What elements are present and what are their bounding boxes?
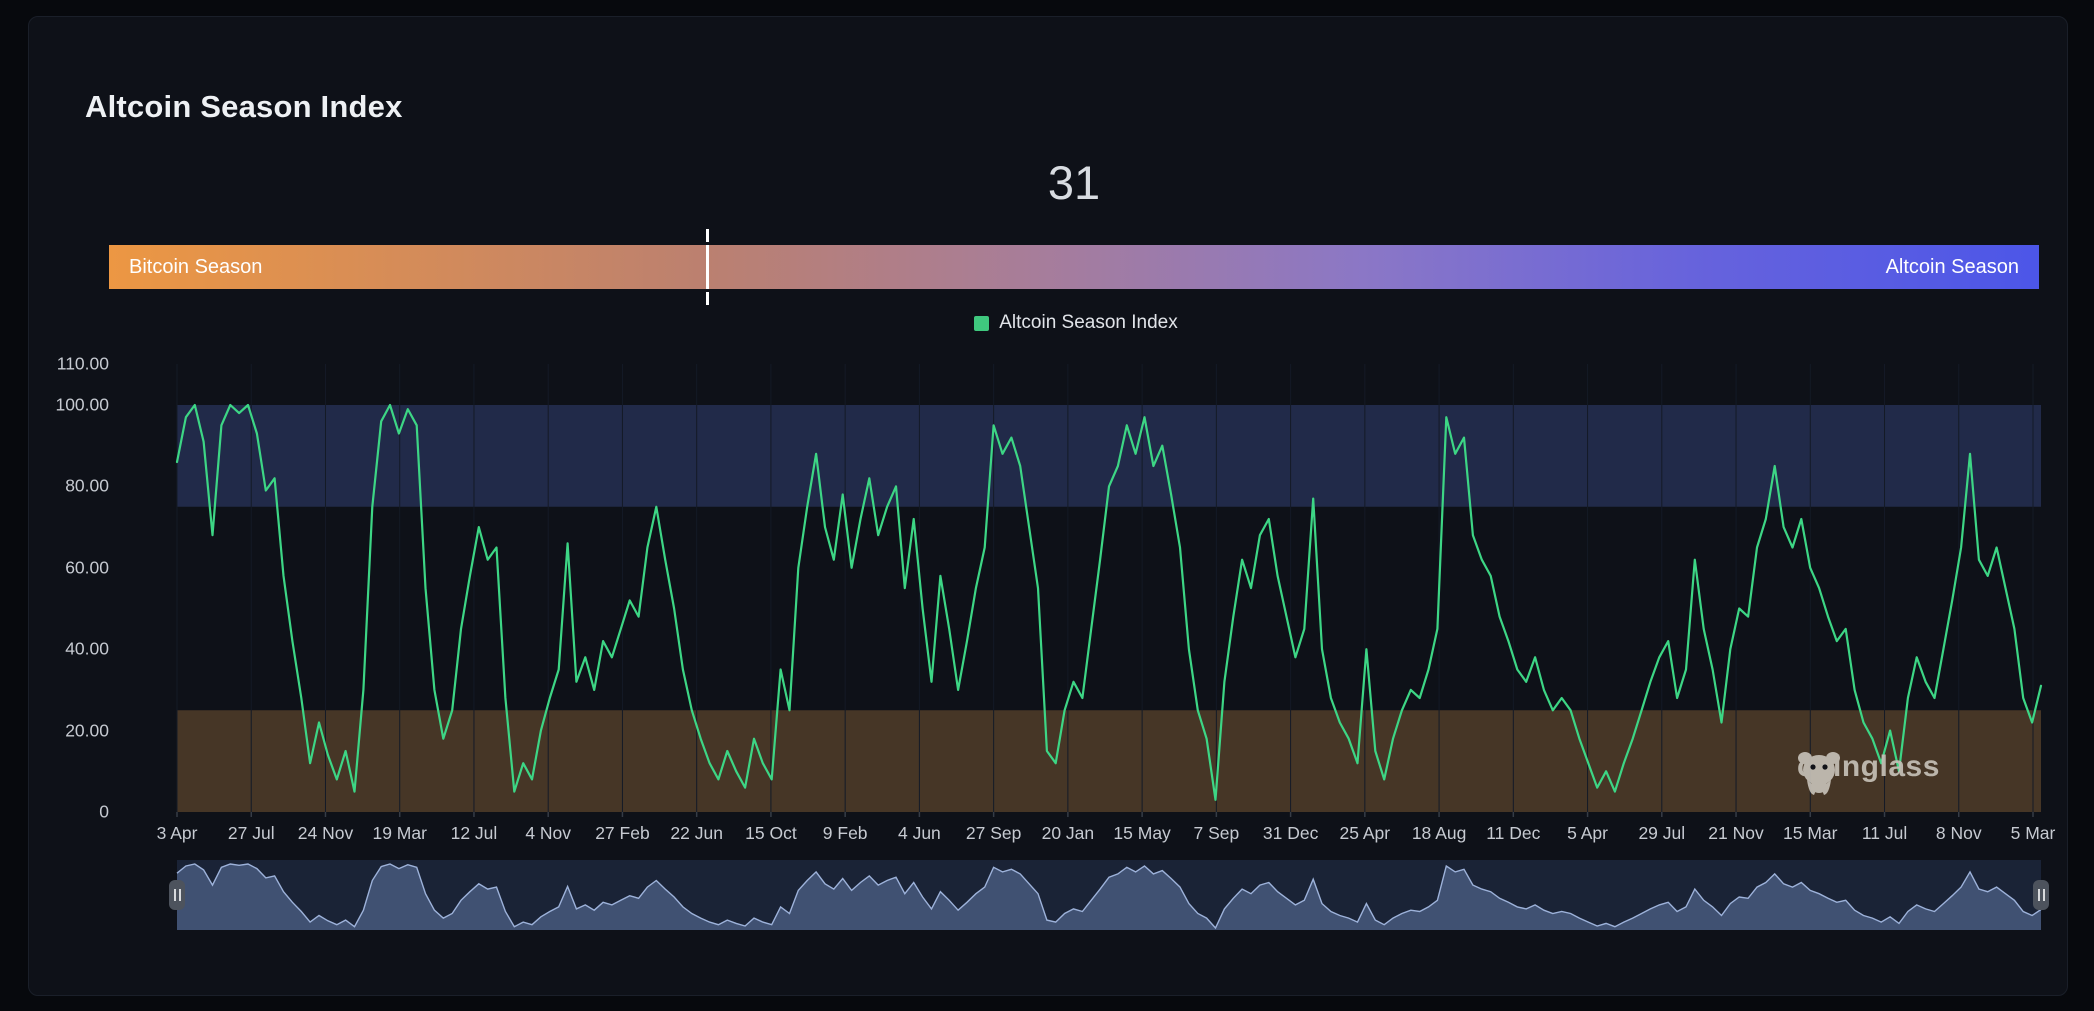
legend-label[interactable]: Altcoin Season Index — [999, 312, 1178, 333]
y-axis-label: 0 — [99, 801, 109, 822]
x-axis-label: 8 Nov — [1935, 823, 1982, 843]
x-axis-label: 5 Mar — [2010, 823, 2056, 843]
coinglass-logo-icon — [1798, 752, 1840, 795]
index-current-value: 31 — [1047, 156, 1101, 209]
x-axis-label: 27 Feb — [595, 823, 650, 843]
y-axis-label: 20.00 — [65, 720, 109, 741]
y-axis-label: 100.00 — [55, 394, 109, 415]
marker-line — [705, 245, 709, 289]
coinglass-watermark: coinglass — [1797, 750, 1940, 795]
navigator-right-handle[interactable] — [2033, 880, 2049, 910]
navigator-left-handle[interactable] — [169, 880, 185, 910]
marker-dash-top — [705, 229, 709, 242]
legend-swatch-icon — [974, 315, 990, 331]
x-axis-label: 4 Nov — [525, 823, 572, 843]
x-axis-label: 18 Aug — [1411, 823, 1467, 843]
x-axis-label: 11 Jul — [1861, 823, 1908, 843]
page-title: Altcoin Season Index — [85, 89, 403, 124]
y-axis-label: 110.00 — [56, 353, 109, 374]
y-axis-label: 60.00 — [65, 557, 109, 578]
chart-legend: Altcoin Season Index — [29, 312, 2094, 334]
chart-plot-area[interactable] — [29, 17, 2094, 1011]
x-axis-label: 22 Jun — [670, 823, 723, 843]
x-axis-label: 4 Jun — [897, 823, 941, 843]
index-value-marker — [705, 229, 709, 305]
x-axis-label: 24 Nov — [297, 823, 354, 843]
x-axis-label: 7 Sep — [1193, 823, 1240, 843]
x-axis-label: 11 Dec — [1486, 823, 1541, 843]
navigator-mini-chart[interactable] — [29, 17, 2094, 1011]
x-axis-label: 27 Jul — [227, 823, 275, 843]
x-axis-label: 27 Sep — [965, 823, 1022, 843]
season-band — [177, 710, 2041, 812]
marker-dash-bottom — [705, 292, 709, 305]
y-axis-label: 80.00 — [65, 475, 109, 496]
bitcoin-season-label: Bitcoin Season — [129, 255, 263, 278]
navigator-line — [176, 863, 2042, 930]
x-axis-label: 31 Dec — [1262, 823, 1319, 843]
x-axis-label: 15 Mar — [1783, 823, 1838, 843]
x-axis-label: 12 Jul — [450, 823, 498, 843]
y-axis-label: 40.00 — [65, 638, 109, 659]
chart-panel: Altcoin Season Index 31 Bitcoin Season A… — [28, 16, 2068, 996]
navigator-area — [177, 864, 2041, 930]
x-axis-label: 15 Oct — [745, 823, 797, 843]
index-series-line — [175, 403, 2043, 801]
altcoin-season-label: Altcoin Season — [1885, 255, 2019, 278]
x-axis-label: 15 May — [1113, 823, 1171, 843]
x-axis-label: 20 Jan — [1041, 823, 1095, 843]
x-axis-label: 21 Nov — [1708, 823, 1764, 843]
x-axis-label: 3 Apr — [156, 823, 198, 843]
x-axis-label: 9 Feb — [822, 823, 868, 843]
x-axis-label: 5 Apr — [1567, 823, 1608, 843]
x-axis-label: 29 Jul — [1638, 823, 1686, 843]
x-axis-label: 25 Apr — [1339, 823, 1391, 843]
season-gradient-bar: Bitcoin Season Altcoin Season — [109, 245, 2039, 289]
x-axis-label: 19 Mar — [372, 823, 427, 843]
